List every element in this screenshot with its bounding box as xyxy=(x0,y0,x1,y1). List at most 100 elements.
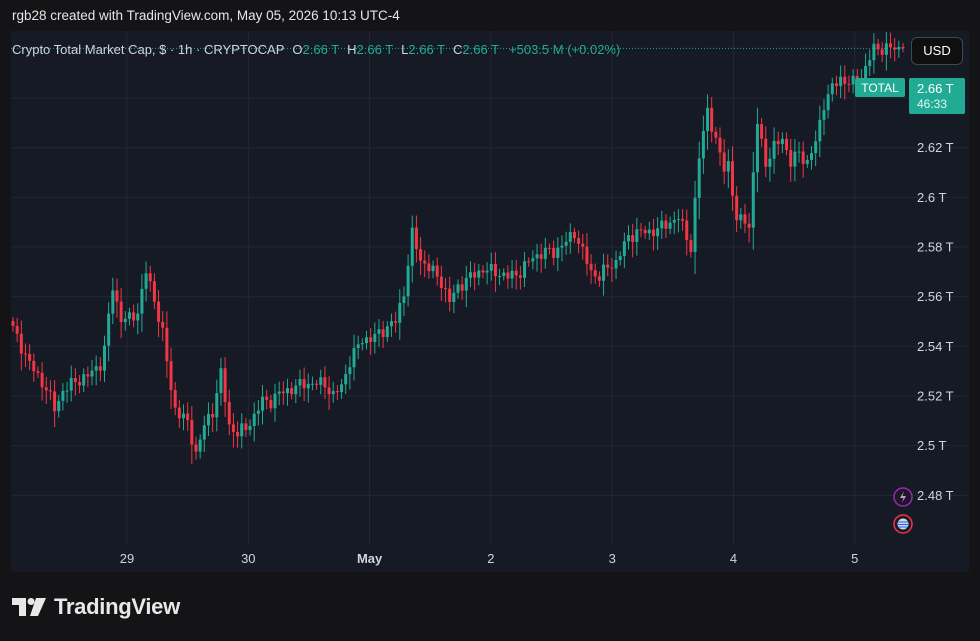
candle xyxy=(805,155,809,168)
x-axis: 29 30 May 2 3 4 5 xyxy=(120,551,859,566)
candle-body xyxy=(577,238,581,244)
candle-body xyxy=(760,124,764,139)
candle xyxy=(410,215,414,283)
symbol-tag: TOTAL xyxy=(861,81,899,95)
candle xyxy=(901,42,905,53)
candle xyxy=(518,266,522,290)
candle-body xyxy=(685,220,689,241)
candle xyxy=(335,385,339,401)
candle-body xyxy=(660,220,664,229)
candle xyxy=(11,317,15,332)
candle xyxy=(597,271,601,287)
candle xyxy=(523,252,527,288)
candle-body xyxy=(19,333,23,354)
lightning-icon xyxy=(900,491,906,503)
candle-body xyxy=(606,264,610,268)
event-icons[interactable] xyxy=(893,487,913,534)
candle xyxy=(701,115,705,174)
candle xyxy=(547,243,551,255)
candle-body xyxy=(344,374,348,385)
chart-panel[interactable] xyxy=(11,31,969,572)
flag-stripes xyxy=(898,521,908,528)
candle-body xyxy=(61,390,65,401)
candle xyxy=(202,415,206,452)
candle xyxy=(689,234,693,258)
candle-body xyxy=(897,47,901,50)
candle-body xyxy=(622,241,626,257)
currency-button[interactable]: USD xyxy=(911,37,963,65)
candle xyxy=(456,279,460,299)
candle-body xyxy=(722,152,726,172)
candle xyxy=(132,304,136,328)
candle-body xyxy=(514,270,518,276)
candle xyxy=(585,233,589,276)
candle-body xyxy=(452,292,456,303)
candle-body xyxy=(473,272,477,278)
candle-body xyxy=(402,296,406,303)
candle xyxy=(647,221,651,240)
candle-body xyxy=(785,138,789,150)
candle-body xyxy=(560,245,564,248)
candle xyxy=(464,265,468,308)
candle xyxy=(602,253,606,296)
candle xyxy=(373,322,377,354)
candle-body xyxy=(348,367,352,375)
candle-body xyxy=(123,318,127,323)
candle-body xyxy=(319,377,323,385)
candle-body xyxy=(776,140,780,145)
candle-body xyxy=(86,374,90,377)
candle-body xyxy=(568,232,572,242)
candle xyxy=(543,237,547,269)
tradingview-logo-icon xyxy=(12,598,46,616)
candle-body xyxy=(572,232,576,239)
candle-body xyxy=(689,240,693,252)
candle xyxy=(319,369,323,395)
candle xyxy=(651,218,655,251)
candle-body xyxy=(161,321,165,328)
candle xyxy=(535,243,539,272)
x-tick-label: 4 xyxy=(730,551,737,566)
candle xyxy=(776,131,780,155)
candle-body xyxy=(880,49,884,55)
candle-body xyxy=(335,391,339,393)
candle xyxy=(668,216,672,235)
candle xyxy=(755,107,759,193)
candle xyxy=(672,211,676,235)
candle xyxy=(839,65,843,99)
candle xyxy=(360,338,364,351)
open-label: O xyxy=(292,42,303,57)
candle-body xyxy=(285,388,289,394)
candle xyxy=(714,126,718,145)
candle xyxy=(627,225,631,250)
candle xyxy=(377,319,381,347)
change-value: +503.5 M (+0.02%) xyxy=(509,42,621,57)
candle-body xyxy=(498,276,502,278)
candle-body xyxy=(618,256,622,260)
candle xyxy=(889,32,893,59)
candle-body xyxy=(240,423,244,437)
candle xyxy=(435,257,439,286)
candle-body xyxy=(369,337,373,342)
candle xyxy=(381,320,385,348)
x-tick-label: 29 xyxy=(120,551,134,566)
candle-body xyxy=(94,366,98,371)
candle-body xyxy=(23,353,27,355)
open-value: 2.66 T xyxy=(302,42,340,57)
candle-body xyxy=(269,399,273,409)
candle-body xyxy=(32,360,36,372)
candle-body xyxy=(277,391,281,394)
candle-body xyxy=(593,270,597,277)
candle-body xyxy=(818,119,822,142)
candle-body xyxy=(281,391,285,394)
candle xyxy=(182,404,186,431)
candle-body xyxy=(668,222,672,229)
candle-body xyxy=(597,276,601,281)
candle xyxy=(423,250,427,278)
candle-body xyxy=(223,368,227,403)
candle-body xyxy=(735,195,739,221)
candle-body xyxy=(252,413,256,426)
candle xyxy=(15,317,19,342)
candle-body xyxy=(127,312,131,319)
candle-body xyxy=(381,329,385,338)
